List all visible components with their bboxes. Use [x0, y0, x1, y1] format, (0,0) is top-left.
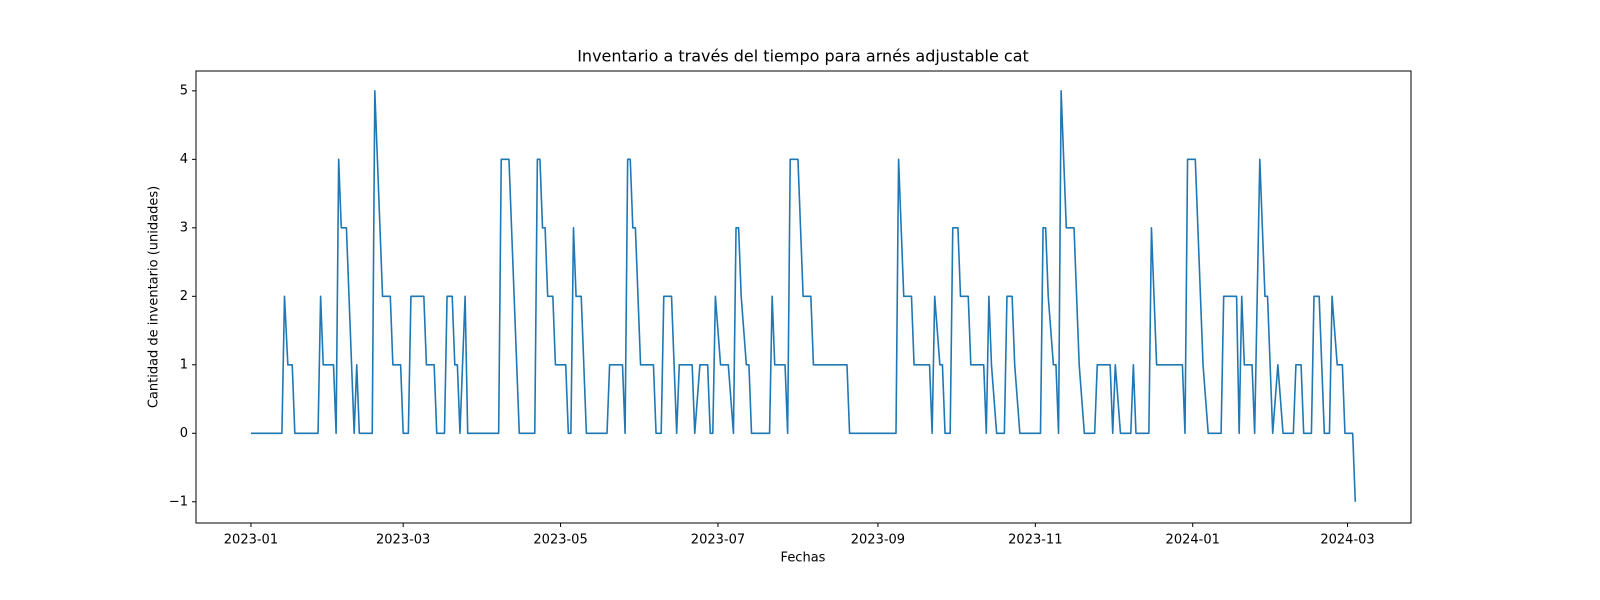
y-tick-label: 3 [180, 220, 188, 235]
y-axis-label: Cantidad de inventario (unidades) [147, 186, 162, 408]
plot-frame [195, 70, 1412, 524]
x-tick-label: 2023-07 [691, 533, 745, 548]
x-axis-label: Fechas [781, 551, 826, 566]
y-tick-label: 5 [180, 83, 188, 98]
x-tick-label: 2023-09 [851, 533, 905, 548]
x-tick-label: 2023-03 [376, 533, 430, 548]
x-tick-label: 2023-11 [1008, 533, 1062, 548]
x-tick-label: 2023-01 [224, 533, 278, 548]
chart-title: Inventario a través del tiempo para arné… [577, 47, 1029, 66]
x-tick-label: 2024-03 [1320, 533, 1374, 548]
y-tick-label: −1 [169, 494, 188, 509]
y-tick-label: 1 [180, 357, 188, 372]
x-tick-label: 2024-01 [1166, 533, 1220, 548]
x-tick-label: 2023-05 [533, 533, 587, 548]
y-tick-label: 2 [180, 289, 188, 304]
y-tick-label: 4 [180, 152, 188, 167]
y-tick-label: 0 [180, 426, 188, 441]
data-line [250, 90, 1357, 502]
